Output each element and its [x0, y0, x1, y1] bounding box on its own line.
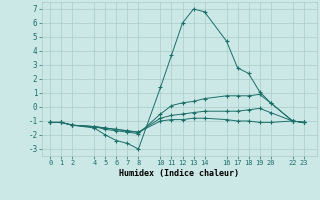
X-axis label: Humidex (Indice chaleur): Humidex (Indice chaleur)	[119, 169, 239, 178]
